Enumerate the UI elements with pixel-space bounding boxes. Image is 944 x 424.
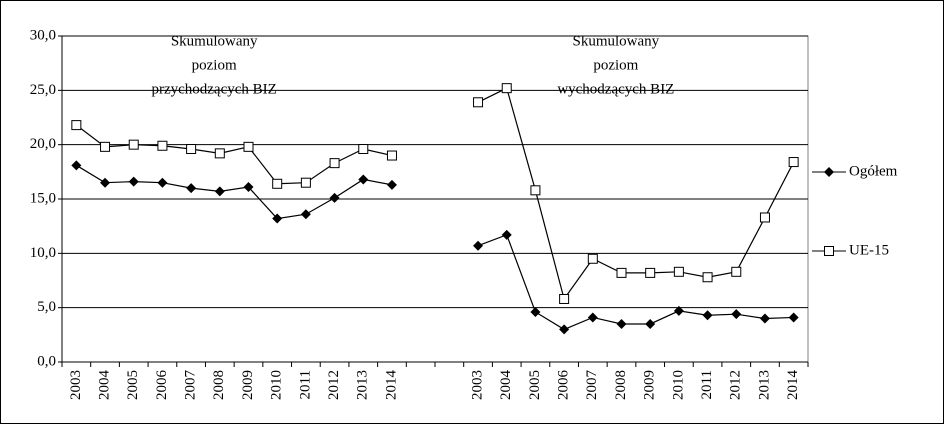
data-point <box>673 266 684 277</box>
x-tick-label: 2013 <box>355 370 371 400</box>
data-point <box>702 272 713 283</box>
data-point <box>300 177 311 188</box>
data-point <box>386 179 397 190</box>
data-point <box>501 229 512 240</box>
data-point <box>759 313 770 324</box>
x-tick-label: 2007 <box>584 370 600 401</box>
legend-marker <box>824 246 834 256</box>
data-point <box>530 307 541 318</box>
annotation: poziom <box>593 57 638 73</box>
data-point <box>587 312 598 323</box>
data-point <box>243 182 254 193</box>
x-tick-label: 2006 <box>556 370 572 401</box>
data-point <box>616 267 627 278</box>
data-point <box>645 318 656 329</box>
x-tick-label: 2012 <box>728 370 744 400</box>
data-point <box>731 266 742 277</box>
data-point <box>530 185 541 196</box>
data-point <box>358 144 369 155</box>
annotation: poziom <box>192 57 237 73</box>
x-tick-label: 2003 <box>469 370 485 400</box>
data-point <box>587 253 598 264</box>
data-point <box>300 209 311 220</box>
annotation: przychodzących BIZ <box>151 81 276 97</box>
data-point <box>473 240 484 251</box>
data-point <box>100 177 111 188</box>
data-point <box>759 212 770 223</box>
data-point <box>673 305 684 316</box>
x-tick-label: 2008 <box>211 370 227 400</box>
x-tick-label: 2008 <box>613 370 629 400</box>
legend-label: Ogółem <box>849 163 898 179</box>
annotation: wychodzących BIZ <box>557 81 674 97</box>
data-point <box>272 178 283 189</box>
data-point <box>128 139 139 150</box>
x-tick-label: 2006 <box>154 370 170 401</box>
y-tick-label: 25,0 <box>30 82 56 98</box>
data-point <box>559 324 570 335</box>
data-point <box>243 141 254 152</box>
data-point <box>501 83 512 94</box>
data-point <box>473 97 484 108</box>
data-point <box>731 309 742 320</box>
data-point <box>272 213 283 224</box>
x-tick-label: 2010 <box>269 370 285 400</box>
data-point <box>186 183 197 194</box>
x-tick-label: 2011 <box>297 370 313 399</box>
data-point <box>157 140 168 151</box>
x-tick-label: 2013 <box>756 370 772 400</box>
data-point <box>71 160 82 171</box>
x-tick-label: 2009 <box>642 370 658 400</box>
y-tick-label: 0,0 <box>37 353 56 369</box>
y-tick-label: 15,0 <box>30 190 56 206</box>
data-point <box>386 150 397 161</box>
x-tick-label: 2014 <box>383 370 399 401</box>
annotation: Skumulowany <box>171 33 258 49</box>
data-point <box>71 120 82 131</box>
data-point <box>186 144 197 155</box>
data-point <box>329 192 340 203</box>
data-point <box>128 176 139 187</box>
legend-marker <box>824 167 834 177</box>
data-point <box>329 158 340 169</box>
y-tick-label: 30,0 <box>30 27 56 43</box>
data-point <box>157 177 168 188</box>
x-tick-label: 2007 <box>183 370 199 401</box>
series-line <box>477 234 794 331</box>
x-tick-label: 2005 <box>125 370 141 400</box>
legend-label: UE-15 <box>849 242 889 258</box>
x-tick-label: 2003 <box>68 370 84 400</box>
x-tick-label: 2011 <box>699 370 715 399</box>
x-tick-label: 2004 <box>498 370 514 401</box>
x-tick-label: 2012 <box>326 370 342 400</box>
y-tick-label: 10,0 <box>30 245 56 261</box>
data-point <box>788 312 799 323</box>
data-point <box>645 267 656 278</box>
x-tick-label: 2014 <box>785 370 801 401</box>
x-tick-label: 2004 <box>96 370 112 401</box>
data-point <box>616 318 627 329</box>
y-tick-label: 5,0 <box>37 299 56 315</box>
data-point <box>100 141 111 152</box>
data-point <box>214 148 225 159</box>
data-point <box>702 310 713 321</box>
annotation: Skumulowany <box>573 33 660 49</box>
x-tick-label: 2005 <box>527 370 543 400</box>
data-point <box>559 293 570 304</box>
series-line <box>477 87 795 301</box>
x-tick-label: 2010 <box>670 370 686 400</box>
x-tick-label: 2009 <box>240 370 256 400</box>
data-point <box>214 186 225 197</box>
y-tick-label: 20,0 <box>30 136 56 152</box>
data-point <box>788 157 799 168</box>
data-point <box>358 174 369 185</box>
